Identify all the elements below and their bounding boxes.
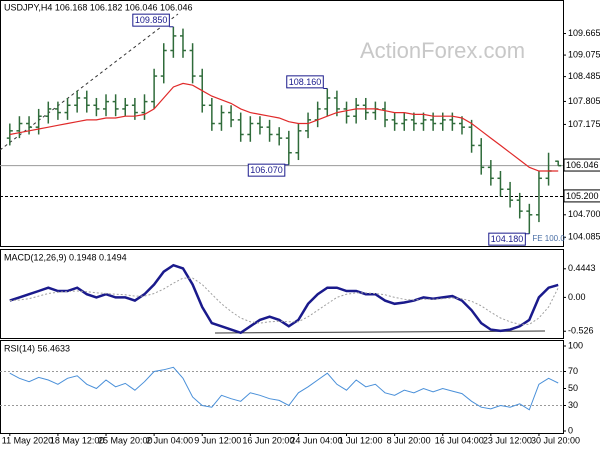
last-price-label-box <box>563 158 600 172</box>
y-tick-label: 70 <box>568 366 578 376</box>
level-label-box <box>563 189 600 203</box>
x-tick-label: 25 May 20:00 <box>98 435 153 445</box>
trend-line <box>0 13 179 151</box>
x-tick-label: 9 Jun 12:00 <box>194 435 241 445</box>
y-tick-label: 108.485 <box>568 71 600 81</box>
x-tick-label: 11 May 2020 <box>2 435 53 445</box>
annotation-label: 109.850 <box>135 15 168 25</box>
signal-line <box>9 277 559 325</box>
rsi-title: RSI(14) 56.4633 <box>4 343 70 353</box>
y-tick-label: 107.805 <box>568 96 600 106</box>
macd-panel <box>0 249 564 339</box>
x-tick-label: 24 Jun 04:00 <box>290 435 342 445</box>
macd-line <box>9 263 559 335</box>
x-tick-label: 18 May 12:00 <box>50 435 105 445</box>
rsi-panel <box>0 340 564 434</box>
watermark: ActionForex.com <box>360 38 525 63</box>
moving-average <box>9 82 559 172</box>
price-panel <box>0 0 564 247</box>
macd-support-line <box>214 330 546 334</box>
annotation-label: 108.160 <box>289 77 322 87</box>
y-tick-label: 107.175 <box>568 119 600 129</box>
fe-label: FE 100.0 <box>532 234 565 243</box>
rsi-line <box>9 366 559 411</box>
y-tick-label: 104.700 <box>568 209 600 219</box>
y-tick-label: 0.4443 <box>568 263 596 273</box>
y-tick-label: 109.075 <box>568 49 600 59</box>
y-tick-label: 104.085 <box>568 232 600 242</box>
annotation-label-box <box>286 75 324 89</box>
x-tick-label: 23 Jul 12:00 <box>483 435 532 445</box>
macd-title: MACD(12,26,9) 0.1948 0.1494 <box>4 252 127 262</box>
x-tick-label: 1 Jul 12:00 <box>339 435 383 445</box>
y-tick-label: 50 <box>568 383 578 393</box>
y-tick-label: 100 <box>568 340 583 350</box>
y-tick-label: 30 <box>568 400 578 410</box>
x-tick-label: 16 Jul 04:00 <box>435 435 484 445</box>
y-tick-label: -0.526 <box>568 326 594 336</box>
annotation-label-box <box>132 13 170 27</box>
x-tick-label: 8 Jul 20:00 <box>387 435 431 445</box>
x-tick-label: 16 Jun 20:00 <box>242 435 294 445</box>
last-price-label: 106.046 <box>566 160 599 170</box>
annotation-label-box <box>247 163 286 177</box>
x-tick-label: 30 Jul 20:00 <box>531 435 580 445</box>
annotation-label: 104.180 <box>491 234 524 244</box>
x-tick-label: 2 Jun 04:00 <box>146 435 193 445</box>
y-tick-label: 0.00 <box>568 292 586 302</box>
annotation-label: 106.070 <box>250 165 283 175</box>
annotation-label-box <box>488 232 526 246</box>
y-tick-label: 0 <box>568 425 573 435</box>
level-label: 105.200 <box>566 191 599 201</box>
y-tick-label: 109.665 <box>568 28 600 38</box>
chart-title: USDJPY,H4 106.168 106.182 106.046 106.04… <box>4 2 193 12</box>
